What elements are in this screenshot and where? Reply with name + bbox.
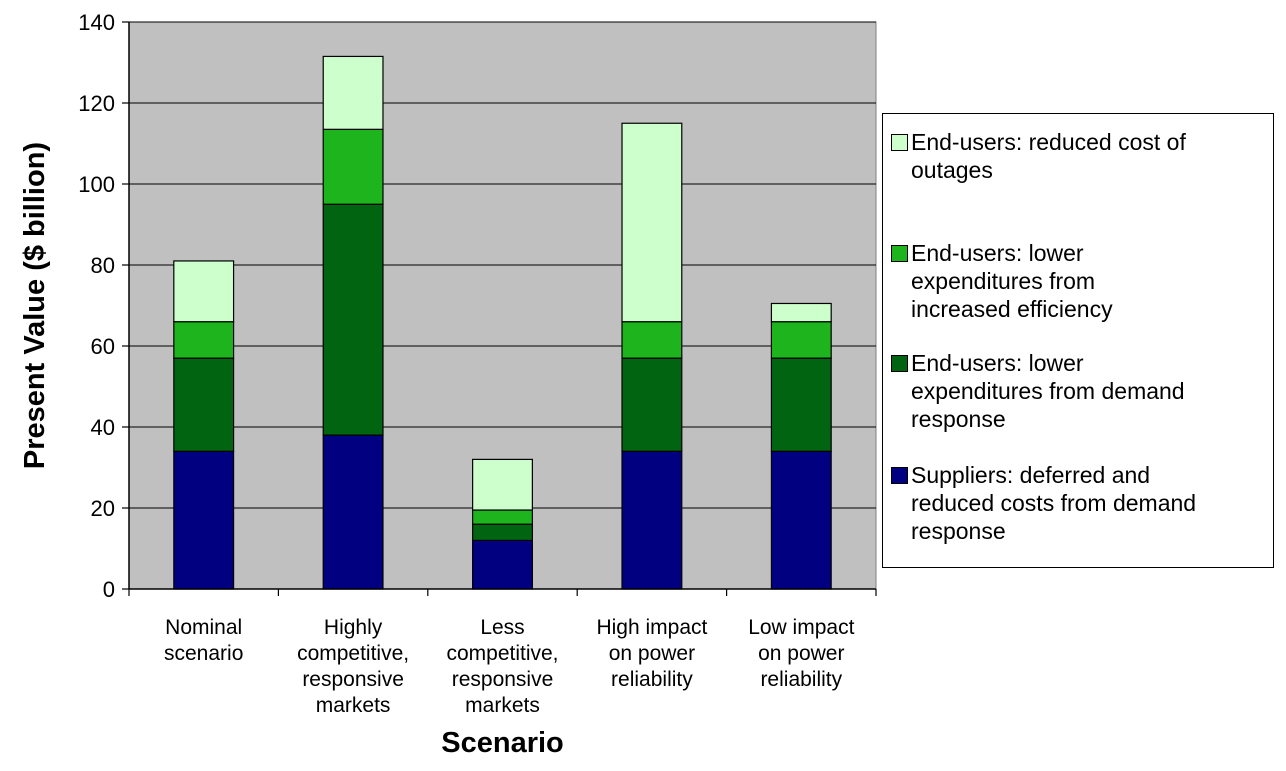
legend-label-line: End-users: reduced cost of bbox=[911, 129, 1186, 155]
y-tick-label: 100 bbox=[78, 172, 115, 197]
x-category-label: reliability bbox=[611, 668, 693, 691]
y-tick-label: 80 bbox=[91, 253, 115, 278]
legend-item: End-users: lower expenditures from increas… bbox=[891, 239, 1267, 323]
legend-label: End-users: lower expenditures from demand… bbox=[911, 349, 1185, 433]
legend-label-line: Suppliers: deferred and bbox=[911, 462, 1151, 488]
x-category-label: Nominal bbox=[165, 616, 242, 639]
y-tick-label: 120 bbox=[78, 91, 115, 116]
y-tick-labels: 0 20 40 60 80 100 120 140 bbox=[78, 10, 115, 602]
bar-segment bbox=[770, 357, 832, 452]
y-tick-label: 40 bbox=[91, 415, 115, 440]
legend-label: End-users: reduced cost of outages bbox=[911, 128, 1186, 184]
y-tick-label: 20 bbox=[91, 496, 115, 521]
legend-item: End-users: lower expenditures from demand… bbox=[891, 349, 1267, 433]
legend: End-users: reduced cost of outages End-use… bbox=[882, 113, 1274, 568]
bar-segment bbox=[472, 509, 533, 525]
bar-segment bbox=[472, 523, 533, 542]
x-category-label: markets bbox=[465, 694, 540, 717]
bar-segment bbox=[322, 128, 384, 205]
axes bbox=[122, 21, 877, 596]
y-tick-label: 0 bbox=[103, 577, 115, 602]
legend-label-line: increased efficiency bbox=[911, 296, 1113, 322]
legend-label: Suppliers: deferred and reduced costs fro… bbox=[911, 461, 1196, 545]
x-category-label: markets bbox=[316, 694, 391, 717]
legend-item: End-users: reduced cost of outages bbox=[891, 128, 1267, 184]
x-category-label: scenario bbox=[164, 642, 243, 665]
x-category-label: on power bbox=[609, 642, 695, 665]
bar-segment bbox=[770, 302, 832, 323]
bar-segment bbox=[770, 321, 832, 359]
bar-segment bbox=[173, 260, 235, 323]
bar-segment bbox=[173, 357, 235, 452]
legend-swatch bbox=[891, 245, 908, 262]
legend-label-line: End-users: lower bbox=[911, 240, 1084, 266]
bar-segment bbox=[322, 434, 384, 590]
bar-segment bbox=[621, 122, 683, 323]
bars bbox=[173, 55, 832, 590]
legend-label-line: response bbox=[911, 406, 1006, 432]
legend-swatch bbox=[891, 467, 908, 484]
legend-label-line: End-users: lower bbox=[911, 350, 1084, 376]
x-category-label: High impact bbox=[596, 616, 707, 639]
bar-segment bbox=[621, 450, 683, 590]
y-axis-title: Present Value ($ billion) bbox=[19, 142, 51, 469]
bar-segment bbox=[621, 357, 683, 452]
x-category-label: Less bbox=[480, 616, 524, 639]
bar-segment bbox=[173, 450, 235, 590]
y-tick-label: 140 bbox=[78, 10, 115, 35]
bar-segment bbox=[770, 450, 832, 590]
bar-segment bbox=[472, 539, 533, 590]
x-category-label: competitive, bbox=[446, 642, 558, 665]
bar-segment bbox=[472, 458, 533, 511]
x-category-label: responsive bbox=[302, 668, 404, 691]
y-tick-label: 60 bbox=[91, 334, 115, 359]
x-category-label: Low impact bbox=[748, 616, 854, 639]
x-category-label: responsive bbox=[452, 668, 554, 691]
x-category-labels: Nominal scenario Highly competitive, respons… bbox=[164, 616, 855, 717]
x-category-label: reliability bbox=[760, 668, 842, 691]
legend-swatch bbox=[891, 355, 908, 372]
legend-label-line: reduced costs from demand bbox=[911, 490, 1197, 516]
x-category-label: on power bbox=[758, 642, 844, 665]
legend-label-line: expenditures from demand bbox=[911, 378, 1185, 404]
bar-segment bbox=[173, 321, 235, 359]
legend-label: End-users: lower expenditures from increas… bbox=[911, 239, 1113, 323]
legend-label-line: outages bbox=[911, 157, 993, 183]
bar-segment bbox=[621, 321, 683, 359]
gridlines bbox=[129, 21, 876, 509]
x-axis-title: Scenario bbox=[441, 727, 564, 759]
bar-segment bbox=[322, 55, 384, 130]
legend-label-line: response bbox=[911, 518, 1006, 544]
x-category-label: Highly bbox=[324, 616, 383, 639]
legend-item: Suppliers: deferred and reduced costs fro… bbox=[891, 461, 1267, 545]
legend-label-line: expenditures from bbox=[911, 268, 1096, 294]
bar-segment bbox=[322, 203, 384, 436]
legend-swatch bbox=[891, 134, 908, 151]
x-category-label: competitive, bbox=[297, 642, 409, 665]
